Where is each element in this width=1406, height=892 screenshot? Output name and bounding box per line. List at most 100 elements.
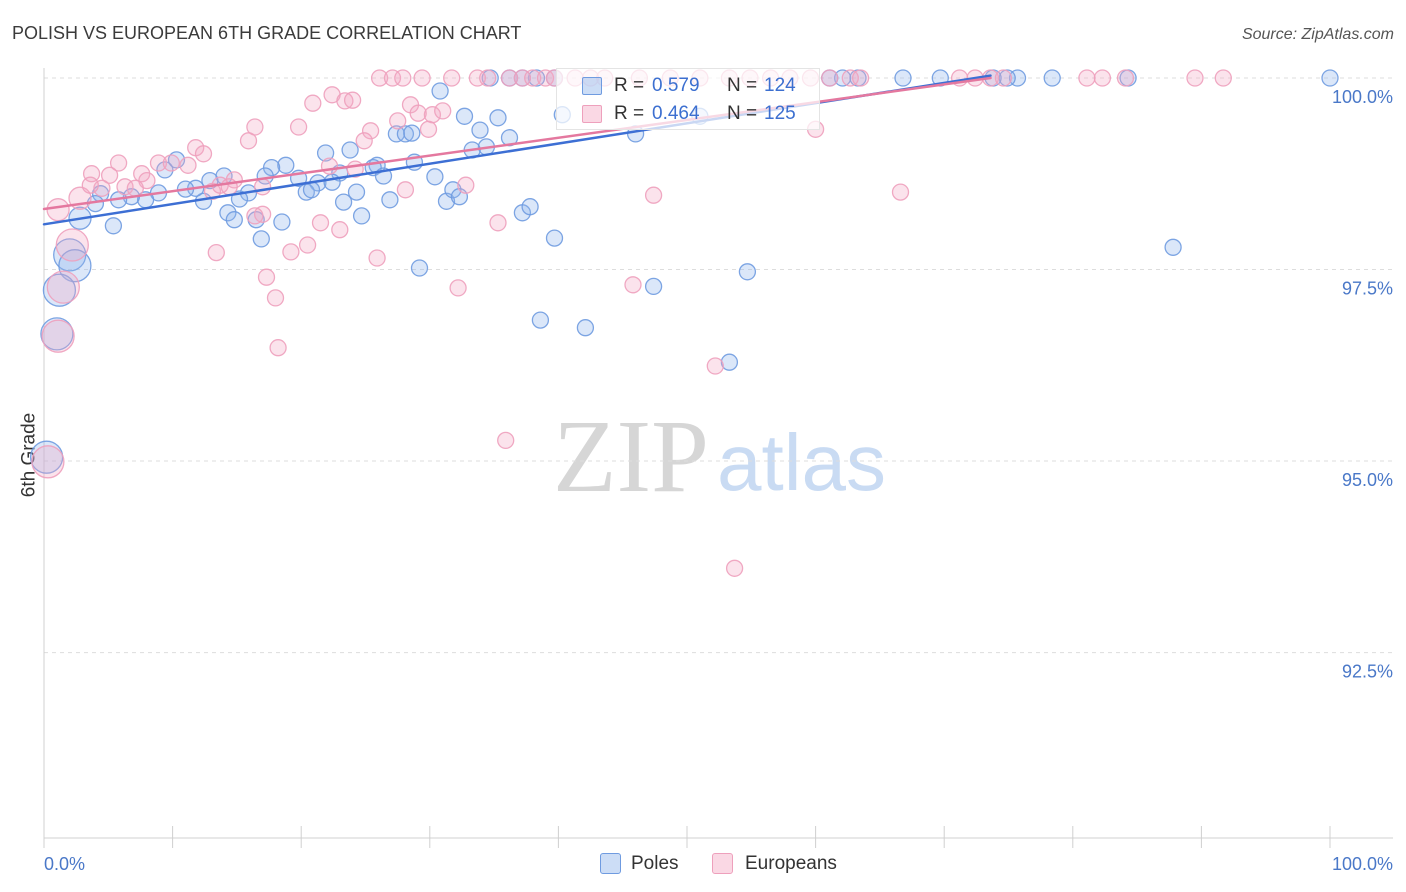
europeans-point: [394, 69, 412, 87]
europeans-point: [1078, 69, 1096, 87]
europeans-point: [46, 198, 70, 222]
europeans-point: [253, 178, 272, 196]
legend-swatch-europeans: [712, 853, 733, 874]
poles-point: [341, 141, 359, 159]
n-label: N =: [727, 75, 758, 96]
poles-point: [738, 263, 757, 281]
europeans-point: [1093, 69, 1112, 87]
europeans-point: [370, 69, 389, 87]
europeans-point: [289, 118, 308, 136]
poles-point: [323, 173, 341, 191]
y-tick-label: 100.0%: [1332, 87, 1393, 107]
n-value-poles: 124: [764, 75, 796, 96]
europeans-point: [109, 154, 128, 172]
europeans-point: [320, 157, 339, 175]
r-label: R =: [614, 103, 645, 124]
europeans-point: [304, 94, 322, 112]
europeans-point: [46, 270, 80, 304]
europeans-point: [41, 319, 75, 353]
europeans-point: [162, 154, 180, 172]
europeans-point: [1116, 69, 1135, 87]
europeans-point: [443, 69, 461, 87]
legend-swatch-poles: [600, 853, 621, 874]
europeans-point: [246, 207, 264, 225]
europeans-point: [644, 186, 663, 204]
x-tick-label-min: 0.0%: [44, 854, 85, 874]
poles-point: [410, 259, 429, 277]
europeans-point: [343, 91, 362, 109]
europeans-point: [31, 445, 65, 479]
poles-point: [347, 183, 366, 201]
legend-label-europeans: Europeans: [745, 853, 837, 874]
y-tick-label: 92.5%: [1342, 662, 1393, 682]
europeans-point: [891, 183, 910, 201]
n-label: N =: [727, 103, 758, 124]
europeans-point: [821, 69, 839, 87]
stats-box: R = 0.579 N = 124 R = 0.464 N = 125: [556, 68, 820, 130]
poles-point: [156, 161, 174, 179]
europeans-point: [220, 178, 238, 196]
europeans-point: [126, 179, 144, 197]
chart-title: POLISH VS EUROPEAN 6TH GRADE CORRELATION…: [12, 23, 521, 43]
europeans-point: [331, 221, 349, 239]
poles-point: [531, 311, 550, 329]
europeans-point: [419, 120, 438, 138]
poles-point: [894, 69, 912, 87]
poles-point: [1164, 238, 1182, 256]
europeans-point: [179, 156, 197, 174]
poles-point: [720, 353, 739, 371]
poles-point: [104, 217, 123, 235]
poles-point: [252, 230, 270, 248]
europeans-point: [1214, 69, 1232, 87]
poles-point: [527, 69, 546, 87]
poles-point: [489, 109, 507, 127]
europeans-point: [434, 102, 452, 120]
watermark-zip: ZIP: [553, 399, 709, 514]
europeans-point: [479, 69, 497, 87]
europeans-point: [851, 69, 870, 87]
europeans-point: [149, 154, 168, 172]
poles-point: [521, 198, 539, 216]
poles-point: [352, 207, 371, 225]
poles-point: [277, 156, 295, 174]
poles-point: [1043, 69, 1061, 87]
europeans-point: [207, 243, 225, 262]
europeans-point: [194, 145, 213, 163]
y-tick-label: 97.5%: [1342, 279, 1393, 299]
poles-point: [403, 124, 421, 142]
source-note: Source: ZipAtlas.com: [1242, 26, 1394, 43]
y-axis-label: 6th Grade: [19, 413, 40, 498]
x-tick-label-max: 100.0%: [1332, 854, 1393, 874]
europeans-point: [500, 69, 519, 87]
poles-point: [396, 125, 415, 143]
europeans-point: [355, 132, 373, 150]
poles-point: [644, 277, 663, 296]
stats-row-poles: R = 0.579 N = 124: [557, 75, 819, 97]
poles-point: [545, 229, 564, 247]
europeans-point: [311, 214, 330, 232]
europeans-point: [725, 559, 744, 577]
poles-point: [316, 144, 335, 162]
europeans-point: [409, 104, 427, 122]
europeans-point: [994, 69, 1013, 87]
poles-swatch: [582, 77, 602, 95]
europeans-point: [457, 176, 475, 194]
x-tick-marks: [43, 826, 1331, 848]
y-tick-label: 95.0%: [1342, 470, 1393, 490]
europeans-point: [489, 214, 507, 232]
europeans-point: [81, 176, 99, 194]
legend-label-poles: Poles: [631, 853, 679, 874]
europeans-point: [55, 228, 89, 262]
europeans-point: [389, 112, 407, 130]
poles-point: [426, 168, 444, 186]
r-value-poles: 0.579: [652, 75, 700, 96]
poles-point: [334, 193, 353, 211]
poles-point: [225, 211, 243, 229]
europeans-point: [536, 69, 555, 87]
europeans-point: [497, 431, 515, 450]
europeans-point: [449, 279, 467, 297]
europeans-point: [413, 69, 431, 87]
y-tick-labels: 100.0% 97.5% 95.0% 92.5%: [1332, 87, 1393, 682]
europeans-trend-line: [42, 76, 992, 211]
